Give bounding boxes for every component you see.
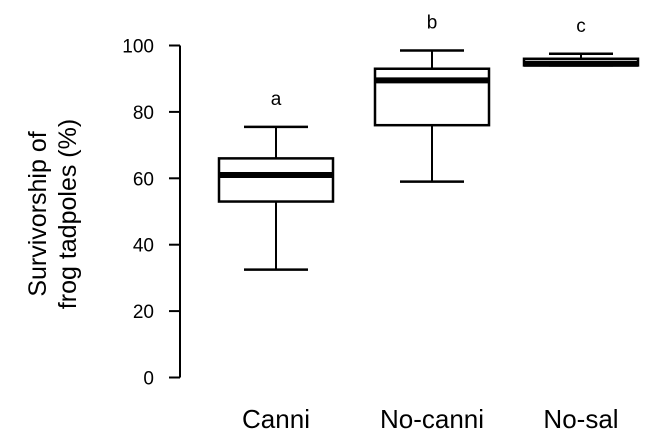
- box-no-canni: b No-canni: [373, 12, 491, 434]
- x-category-label: No-sal: [543, 404, 618, 434]
- iqr-box: [217, 157, 335, 203]
- box-series: a Canni b No-canni c No-sal: [217, 12, 640, 434]
- group-letter-label: c: [576, 16, 586, 37]
- y-axis-title: Survivorship of frog tadpoles (%): [24, 119, 82, 309]
- y-axis-title-line-1: Survivorship of: [24, 131, 52, 296]
- y-axis: 0 20 40 60 80 100: [122, 37, 181, 390]
- y-tick-label: 60: [133, 169, 154, 190]
- box-no-sal: c No-sal: [522, 16, 640, 434]
- y-tick-label: 100: [122, 37, 154, 58]
- x-category-label: No-canni: [380, 404, 484, 434]
- y-tick-label: 80: [133, 103, 154, 124]
- y-tick-label: 20: [133, 302, 154, 323]
- y-tick-label: 40: [133, 236, 154, 257]
- iqr-box: [373, 67, 491, 127]
- group-letter-label: a: [271, 89, 282, 110]
- box-canni: a Canni: [217, 89, 335, 434]
- y-axis-title-line-2: frog tadpoles (%): [54, 119, 82, 309]
- x-category-label: Canni: [242, 404, 310, 434]
- y-tick-label: 0: [143, 369, 154, 390]
- group-letter-label: b: [427, 12, 438, 33]
